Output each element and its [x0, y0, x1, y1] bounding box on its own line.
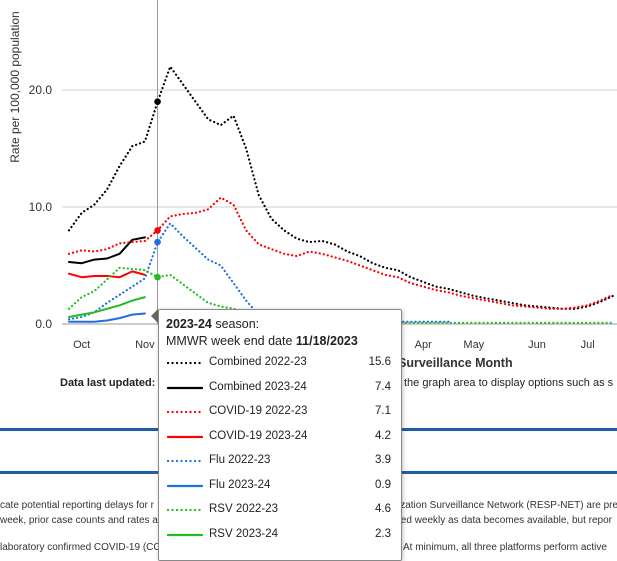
- tooltip-row: COVID-19 2023-24 4.2: [167, 430, 393, 446]
- series-line-combined-2022-23: [67, 65, 615, 310]
- x-tick-label-jun: Jun: [528, 339, 546, 351]
- series-line-covid-19-2023-24: [68, 270, 146, 279]
- tooltip-row-label: RSV 2023-24: [209, 527, 279, 540]
- footnote-line-3-right: . At minimum, all three platforms perfor…: [398, 542, 607, 553]
- legend-swatch-icon: [167, 410, 203, 414]
- series-line-flu-2023-24: [68, 312, 146, 323]
- tooltip-row-value: 15.6: [368, 356, 391, 368]
- legend-swatch-icon: [167, 435, 203, 438]
- tooltip-week-date: 11/18/2023: [295, 334, 358, 348]
- tooltip-season: 2023-24: [166, 317, 212, 331]
- tooltip-row-label: Flu 2023-24: [209, 478, 271, 491]
- x-tick-label-oct: Oct: [73, 339, 90, 351]
- legend-swatch-icon: [167, 361, 203, 365]
- rate-chart[interactable]: 0.0 10.0 20.0 Oct Nov Apr May Jun Jul Rate per 1…: [0, 0, 617, 370]
- x-tick-label-apr: Apr: [415, 339, 432, 351]
- tooltip-row-value: 3.9: [375, 454, 391, 466]
- tooltip-row-value: 7.1: [375, 405, 391, 417]
- x-tick-label-may: May: [463, 339, 484, 351]
- hover-point-rsv-2022-23: [154, 273, 161, 281]
- tooltip-row: COVID-19 2022-23 7.1: [167, 405, 393, 421]
- footnote-line-1-right: ization Surveillance Network (RESP-NET) …: [398, 500, 617, 511]
- tooltip-row-label: RSV 2022-23: [209, 503, 279, 515]
- tooltip-row-value: 7.4: [375, 380, 391, 393]
- tooltip-row: Flu 2023-24 0.9: [167, 479, 393, 495]
- x-tick-label-jul: Jul: [581, 339, 595, 351]
- footnote-line-3-left: laboratory confirmed COVID-19 (CO: [0, 542, 162, 553]
- data-last-updated-label: Data last updated:: [60, 377, 156, 389]
- y-tick-label: 0.0: [35, 317, 52, 331]
- tooltip-row-label: COVID-19 2022-23: [209, 405, 308, 417]
- tooltip-season-suffix: season:: [211, 317, 260, 331]
- tooltip-row-value: 4.6: [375, 503, 391, 515]
- tooltip-pointer: [151, 309, 158, 323]
- tooltip-row-label: COVID-19 2023-24: [209, 429, 308, 442]
- legend-swatch-icon: [167, 508, 203, 512]
- y-tick-label: 10.0: [29, 200, 53, 214]
- legend-swatch-icon: [167, 484, 203, 487]
- tooltip-row-value: 0.9: [375, 478, 391, 491]
- legend-swatch-icon: [167, 386, 203, 389]
- tooltip-season-header: 2023-24 season:: [166, 317, 259, 331]
- y-tick-label: 20.0: [29, 83, 53, 97]
- tooltip-row-label: Combined 2023-24: [209, 380, 307, 393]
- legend-swatch-icon: [167, 533, 203, 536]
- hover-point-flu-2022-23: [154, 238, 161, 246]
- chart-canvas[interactable]: 0.0 10.0 20.0 Oct Nov Apr May Jun Jul: [0, 0, 617, 360]
- tooltip-week-header: MMWR week end date 11/18/2023: [166, 334, 358, 348]
- x-axis-title: Surveillance Month: [398, 356, 513, 370]
- chart-options-hint: the graph area to display options such a…: [404, 377, 614, 389]
- chart-tooltip: 2023-24 season: MMWR week end date 11/18…: [158, 309, 402, 561]
- series-line-flu-2022-23: [67, 222, 450, 323]
- tooltip-row: Flu 2022-23 3.9: [167, 454, 393, 470]
- series-line-rsv-2023-24: [68, 296, 146, 318]
- footnote-line-2-left: week, prior case counts and rates a: [0, 515, 158, 526]
- x-tick-label-nov: Nov: [135, 339, 155, 351]
- footnote-line-2-right: ted weekly as data becomes available, bu…: [398, 515, 613, 526]
- tooltip-row: Combined 2023-24 7.4: [167, 381, 393, 397]
- hover-point-combined-2022-23: [154, 98, 161, 105]
- tooltip-row: RSV 2022-23 4.6: [167, 503, 393, 519]
- series-line-combined-2023-24: [68, 236, 146, 265]
- tooltip-row-value: 2.3: [375, 527, 391, 540]
- series-line-covid-19-2022-23: [67, 196, 615, 310]
- y-axis-title: Rate per 100,000 population: [8, 11, 22, 163]
- hover-point-covid-19-2022-23: [154, 227, 161, 234]
- tooltip-row-value: 4.2: [375, 429, 391, 442]
- legend-swatch-icon: [167, 459, 203, 463]
- footnote-line-1-left: cate potential reporting delays for r: [0, 500, 154, 511]
- tooltip-row-label: Flu 2022-23: [209, 454, 271, 466]
- tooltip-week-label: MMWR week end date: [166, 334, 296, 348]
- tooltip-row: RSV 2023-24 2.3: [167, 528, 393, 544]
- tooltip-row: Combined 2022-23 15.6: [167, 356, 393, 372]
- tooltip-row-label: Combined 2022-23: [209, 356, 307, 368]
